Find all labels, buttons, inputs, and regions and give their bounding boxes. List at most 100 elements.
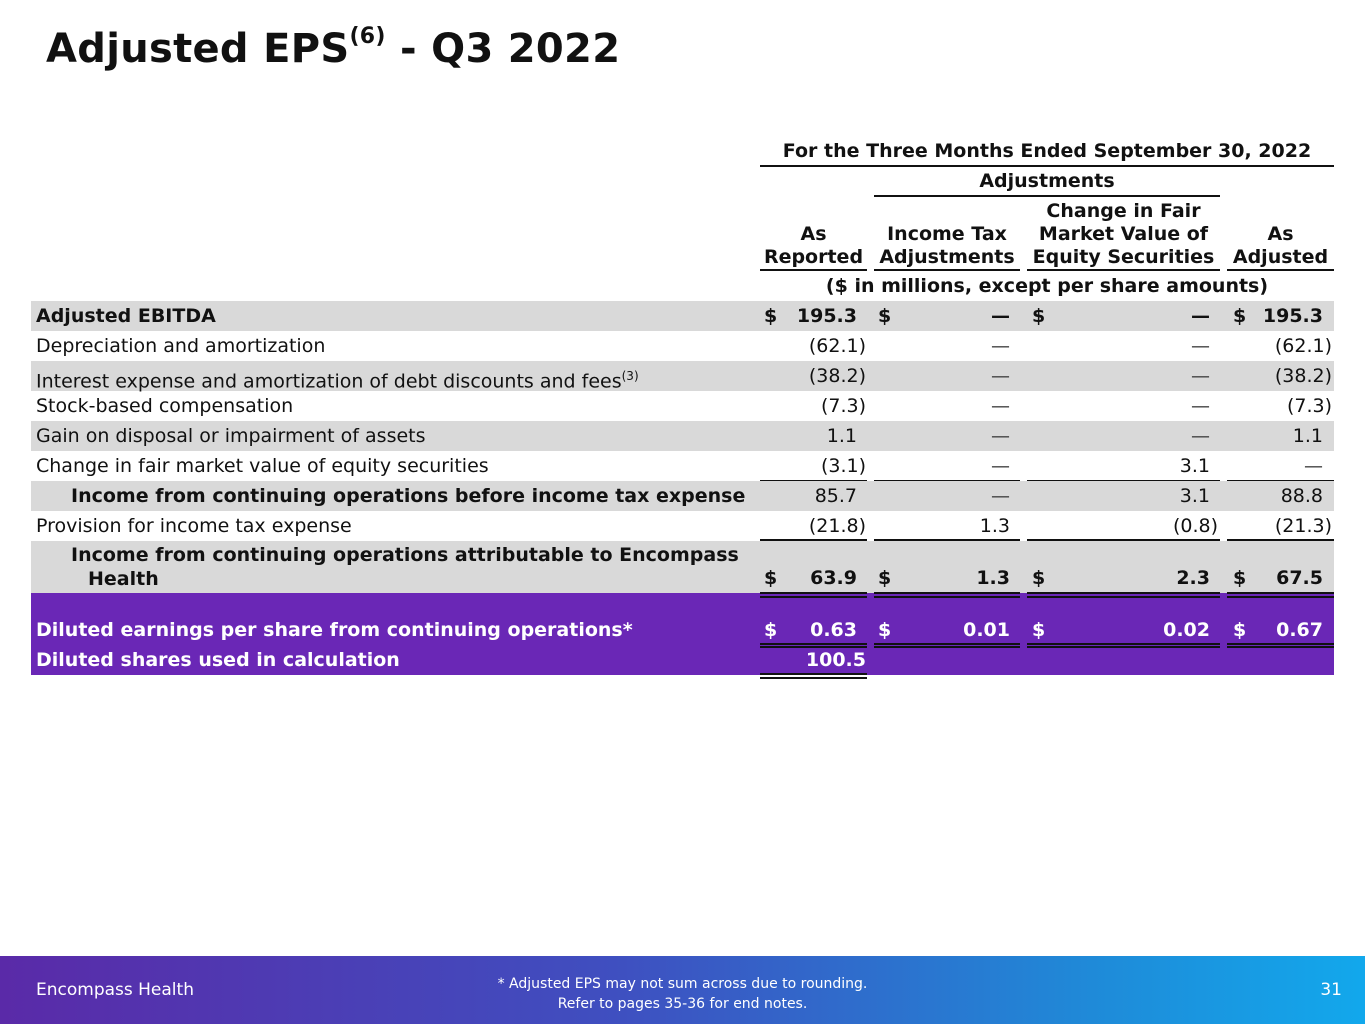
change-fmv-value: 3.1: [1179, 485, 1210, 507]
period-header-rule: [760, 165, 1334, 167]
diluted-shares-value: 100.5: [805, 649, 866, 671]
as-reported-value: (21.8): [808, 515, 866, 537]
as-adjusted-value: —: [1304, 455, 1323, 477]
currency-symbol: $: [1032, 305, 1046, 327]
as-reported-value: (38.2): [808, 365, 866, 387]
footer-bar: Encompass Health * Adjusted EPS may not …: [0, 956, 1365, 1024]
adjustments-header: Adjustments: [979, 170, 1115, 192]
as-reported-value: (3.1): [820, 455, 866, 477]
total-rule: [760, 677, 867, 679]
as-adjusted-value: 195.3: [1262, 305, 1323, 327]
as-reported-value: 63.9: [810, 567, 857, 589]
total-rule: [1027, 596, 1220, 598]
total-rule: [1027, 592, 1220, 594]
subtotal-rule: [874, 539, 1020, 541]
row-label: Diluted earnings per share from continui…: [36, 619, 633, 641]
subtotal-rule: [760, 539, 867, 541]
currency-symbol: $: [878, 619, 892, 641]
table-row: Interest expense and amortization of deb…: [31, 361, 1334, 392]
income-tax-value: —: [991, 455, 1010, 477]
col-header-as-adjusted: As Adjusted: [1232, 223, 1329, 268]
currency-symbol: $: [764, 305, 778, 327]
col-header-rule: [760, 269, 867, 271]
col-header-rule: [1027, 269, 1220, 271]
currency-symbol: $: [878, 567, 892, 589]
as-adjusted-value: 0.67: [1276, 619, 1323, 641]
adjustments-header-rule: [874, 195, 1220, 197]
row-label: Diluted shares used in calculation: [36, 649, 400, 671]
row-label: Adjusted EBITDA: [36, 305, 216, 327]
income-tax-value: 0.01: [963, 619, 1010, 641]
as-reported-value: (7.3): [820, 395, 866, 417]
table-row: Income from continuing operations before…: [31, 481, 1334, 511]
row-label: Gain on disposal or impairment of assets: [36, 425, 426, 447]
table-row: Adjusted EBITDA $ 195.3 $ — $ — $ 195.3: [31, 301, 1334, 331]
total-rule: [760, 596, 867, 598]
total-rule: [1227, 596, 1334, 598]
income-tax-value: 1.3: [976, 567, 1010, 589]
as-reported-value: 85.7: [814, 485, 857, 507]
currency-symbol: $: [764, 567, 778, 589]
income-tax-value: —: [991, 305, 1010, 327]
income-tax-value: —: [991, 395, 1010, 417]
subtotal-rule: [1027, 539, 1220, 541]
total-rule: [760, 592, 867, 594]
change-fmv-value: 0.02: [1163, 619, 1210, 641]
as-adjusted-value: (38.2): [1274, 365, 1332, 387]
row-label: Stock-based compensation: [36, 395, 294, 417]
total-rule: [1027, 643, 1220, 645]
table-row: Provision for income tax expense (21.8) …: [31, 511, 1334, 541]
row-label: Income from continuing operations before…: [71, 485, 746, 507]
currency-symbol: $: [1233, 305, 1247, 327]
total-rule: [760, 673, 867, 675]
change-fmv-value: 2.3: [1176, 567, 1210, 589]
currency-symbol: $: [1233, 619, 1247, 641]
total-rule: [874, 596, 1020, 598]
company-name: Encompass Health: [36, 980, 194, 1000]
row-label: Depreciation and amortization: [36, 335, 326, 357]
row-label: Interest expense and amortization of deb…: [36, 369, 639, 393]
row-label: Provision for income tax expense: [36, 515, 352, 537]
income-tax-value: —: [991, 425, 1010, 447]
as-reported-value: 0.63: [810, 619, 857, 641]
table-row: Income from continuing operations attrib…: [31, 541, 1334, 593]
col-header-change-fmv: Change in Fair Market Value of Equity Secu…: [1032, 200, 1215, 268]
change-fmv-value: —: [1191, 305, 1210, 327]
total-rule: [1227, 592, 1334, 594]
units-note: ($ in millions, except per share amounts…: [825, 275, 1269, 297]
currency-symbol: $: [878, 305, 892, 327]
change-fmv-value: —: [1191, 425, 1210, 447]
table-row: Stock-based compensation (7.3) — — (7.3): [31, 391, 1334, 421]
income-tax-value: 1.3: [979, 515, 1010, 537]
as-adjusted-value: (21.3): [1274, 515, 1332, 537]
as-reported-value: 1.1: [826, 425, 857, 447]
total-rule: [760, 646, 867, 648]
currency-symbol: $: [1032, 567, 1046, 589]
period-header: For the Three Months Ended September 30,…: [782, 140, 1312, 162]
income-tax-value: —: [991, 335, 1010, 357]
table-row: Gain on disposal or impairment of assets…: [31, 421, 1334, 451]
change-fmv-value: —: [1191, 365, 1210, 387]
row-label: Income from continuing operations attrib…: [71, 544, 739, 590]
change-fmv-value: 3.1: [1179, 455, 1210, 477]
change-fmv-value: —: [1191, 335, 1210, 357]
as-adjusted-value: 88.8: [1280, 485, 1323, 507]
total-rule: [1027, 646, 1220, 648]
income-tax-value: —: [991, 365, 1010, 387]
total-rule: [874, 592, 1020, 594]
income-tax-value: —: [991, 485, 1010, 507]
table-row: Change in fair market value of equity se…: [31, 451, 1334, 481]
as-reported-value: 195.3: [796, 305, 857, 327]
col-header-rule: [1227, 269, 1334, 271]
col-header-income-tax: Income Tax Adjustments: [879, 223, 1015, 268]
total-rule: [1227, 643, 1334, 645]
total-rule: [1227, 646, 1334, 648]
eps-block: Diluted earnings per share from continui…: [31, 593, 1334, 675]
col-header-as-reported: As Reported: [763, 223, 864, 268]
row-label: Change in fair market value of equity se…: [36, 455, 489, 477]
change-fmv-value: (0.8): [1172, 515, 1218, 537]
total-rule: [760, 643, 867, 645]
total-rule: [874, 643, 1020, 645]
footnote: * Adjusted EPS may not sum across due to…: [497, 976, 868, 1012]
subtotal-rule: [1227, 539, 1334, 541]
